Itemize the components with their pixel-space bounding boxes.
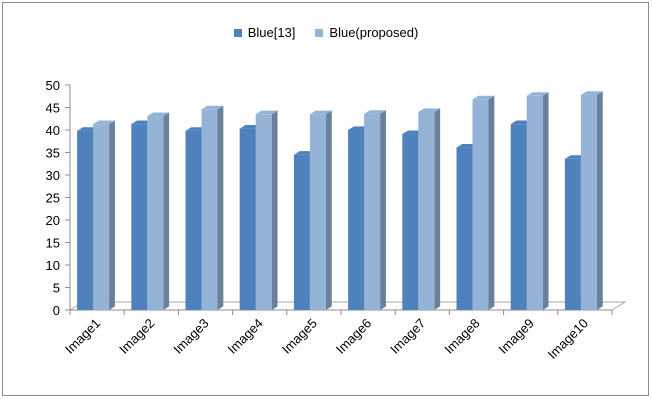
bar-side-Image1-s2 <box>109 120 115 310</box>
legend-item-series-1: Blue[13] <box>233 25 296 40</box>
bar-Image5-s1 <box>293 154 310 310</box>
bar-top-Image8-s2 <box>472 95 495 100</box>
bar-top-Image1-s2 <box>93 120 115 125</box>
bar-Image1-s2 <box>93 124 110 311</box>
legend-label-series-2: Blue(proposed) <box>329 25 419 40</box>
y-tick-label-5: 5 <box>53 281 60 296</box>
x-tick-label-Image8: Image8 <box>441 316 482 357</box>
y-tick-label-50: 50 <box>46 78 60 93</box>
x-tick-label-Image9: Image9 <box>496 316 537 357</box>
bar-Image3-s1 <box>185 130 202 310</box>
legend: Blue[13] Blue(proposed) <box>0 25 652 40</box>
bar-top-Image4-s2 <box>255 110 278 115</box>
bar-Image6-s1 <box>348 130 365 310</box>
bar-Image3-s2 <box>201 109 218 310</box>
bar-Image2-s2 <box>147 116 164 310</box>
bar-Image10-s1 <box>564 158 581 310</box>
bar-top-Image7-s2 <box>418 108 441 112</box>
legend-swatch-series-2 <box>315 28 324 37</box>
x-tick-label-Image10: Image10 <box>545 316 591 362</box>
bar-Image9-s1 <box>510 124 527 311</box>
bar-Image8-s1 <box>456 147 473 310</box>
bar-top-Image10-s2 <box>580 91 603 95</box>
bar-top-Image6-s2 <box>364 110 386 114</box>
bar-Image4-s1 <box>239 128 256 310</box>
x-tick-label-Image2: Image2 <box>116 316 157 357</box>
legend-item-series-2: Blue(proposed) <box>315 25 418 40</box>
bar-Image1-s1 <box>77 130 94 310</box>
bar-top-Image5-s2 <box>309 110 332 115</box>
y-tick-label-40: 40 <box>46 123 60 138</box>
bar-top-Image2-s2 <box>147 112 170 117</box>
bar-Image7-s1 <box>402 134 419 310</box>
x-tick-label-Image4: Image4 <box>225 316 266 357</box>
bar-Image2-s1 <box>131 124 148 311</box>
y-tick-label-15: 15 <box>46 236 60 251</box>
bar-top-Image3-s2 <box>201 105 224 110</box>
y-tick-label-25: 25 <box>46 191 60 206</box>
y-tick-label-45: 45 <box>46 101 60 116</box>
bar-side-Image4-s2 <box>271 110 278 311</box>
bar-Image5-s2 <box>309 114 326 310</box>
x-tick-label-Image5: Image5 <box>279 316 320 357</box>
x-tick-label-Image7: Image7 <box>387 316 428 357</box>
legend-swatch-series-1 <box>233 28 242 37</box>
bar-side-Image10-s2 <box>596 91 603 310</box>
bar-side-Image2-s2 <box>163 112 170 310</box>
y-tick-label-35: 35 <box>46 146 60 161</box>
bar-Image8-s2 <box>472 99 489 311</box>
bar-side-Image8-s2 <box>488 95 495 310</box>
bar-side-Image3-s2 <box>217 105 224 310</box>
legend-label-series-1: Blue[13] <box>247 25 296 40</box>
y-tick-label-30: 30 <box>46 168 60 183</box>
bar-Image9-s2 <box>526 95 543 310</box>
bar-Image10-s2 <box>580 94 597 311</box>
bar-side-Image9-s2 <box>542 92 549 310</box>
bar-Image7-s2 <box>418 112 435 310</box>
bar-Image6-s2 <box>364 113 381 310</box>
x-tick-label-Image6: Image6 <box>333 316 374 357</box>
bar-Image4-s2 <box>255 114 272 310</box>
bar-side-Image5-s2 <box>325 110 332 311</box>
x-tick-label-Image3: Image3 <box>170 316 211 357</box>
bar-side-Image6-s2 <box>380 110 386 310</box>
bar-top-Image9-s2 <box>526 92 549 96</box>
y-tick-label-20: 20 <box>46 213 60 228</box>
y-tick-label-0: 0 <box>53 303 60 318</box>
x-tick-label-Image1: Image1 <box>62 316 103 357</box>
y-tick-label-10: 10 <box>46 258 60 273</box>
bar-side-Image7-s2 <box>434 108 441 311</box>
